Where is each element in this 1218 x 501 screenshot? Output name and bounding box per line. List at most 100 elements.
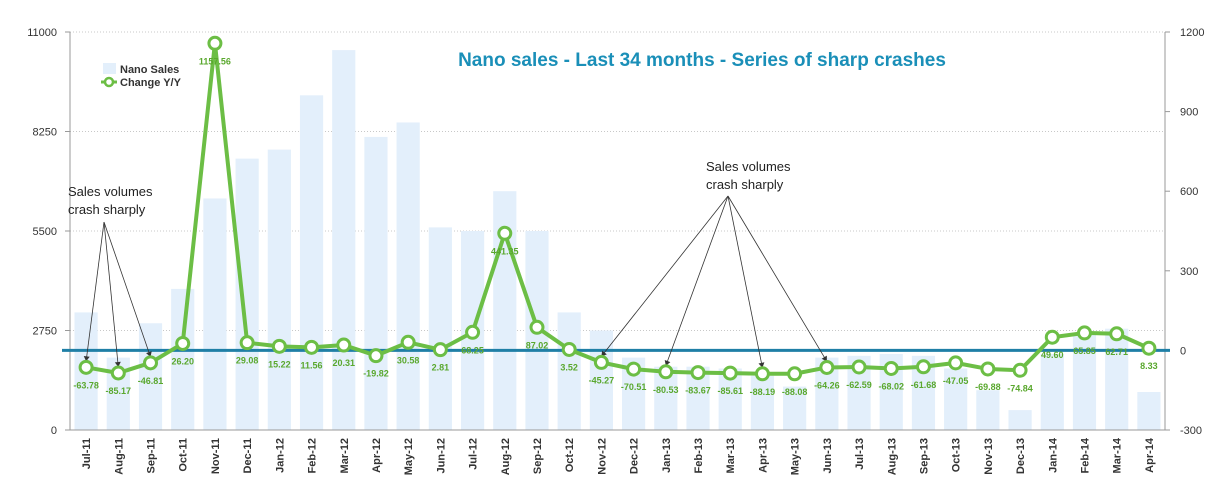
data-label-Jul-11: -63.78	[73, 380, 99, 390]
x-tick-label-Dec-12: Dec-12	[629, 438, 641, 474]
x-tick-label-Apr-13: Apr-13	[757, 438, 769, 473]
data-label-Feb-14: 65.85	[1073, 346, 1096, 356]
x-tick-label-Aug-12: Aug-12	[500, 438, 512, 475]
data-labels: -63.78 -85.17 -46.81 26.20 1157.56 29.08 15.22…	[73, 56, 1157, 397]
change-yy-point-May-13	[787, 366, 803, 382]
data-label-Apr-13: -88.19	[750, 387, 776, 397]
y-right-tick-label: 300	[1180, 266, 1198, 278]
data-label-Sep-12: 87.02	[526, 340, 549, 350]
x-tick-label-Jan-12: Jan-12	[274, 438, 286, 473]
change-yy-point-Aug-12	[497, 225, 513, 241]
change-yy-point-Jun-13	[819, 359, 835, 375]
annotation-pointer-Jan-13	[665, 195, 729, 366]
data-label-Jan-14: 49.60	[1041, 350, 1064, 360]
x-tick-label-May-13: May-13	[790, 438, 802, 475]
change-yy-point-Dec-11	[239, 335, 255, 351]
data-label-Oct-12: 3.52	[560, 362, 578, 372]
bar-Nov-11	[203, 198, 227, 430]
data-label-Sep-13: -61.68	[911, 380, 937, 390]
x-tick-label-Jul-11: Jul-11	[81, 438, 93, 469]
change-yy-point-Sep-11	[143, 355, 159, 371]
data-label-Jul-12: 68.25	[461, 345, 484, 355]
data-label-Aug-11: -85.17	[106, 386, 132, 396]
x-tick-label-Apr-14: Apr-14	[1144, 437, 1156, 473]
y-left-tick-label: 11000	[27, 27, 57, 39]
bar-Apr-14	[1137, 392, 1161, 430]
x-tick-label-Nov-11: Nov-11	[210, 438, 222, 474]
change-yy-point-Apr-13	[754, 366, 770, 382]
annotation-text-line: crash sharply	[68, 202, 146, 217]
annotation-text-line: Sales volumes	[68, 184, 153, 199]
x-tick-label-Aug-13: Aug-13	[886, 438, 898, 475]
bar-Mar-14	[1105, 328, 1129, 430]
bar-May-13	[783, 386, 807, 430]
annotation-pointer-Apr-13	[727, 195, 763, 368]
change-yy-point-Sep-12	[529, 319, 545, 335]
bar-Apr-13	[750, 375, 775, 430]
annotation-lines	[83, 195, 828, 368]
annotation-pointer-Nov-12	[601, 195, 729, 357]
x-tick-label-Nov-12: Nov-12	[596, 438, 608, 475]
legend-swatch-change-marker	[103, 76, 115, 88]
y-left-tick-label: 5500	[33, 226, 57, 238]
change-yy-point-Jan-13	[658, 364, 674, 380]
x-tick-label-Dec-13: Dec-13	[1015, 438, 1027, 474]
data-label-Dec-13: -74.84	[1007, 383, 1033, 393]
x-tick-label-Oct-13: Oct-13	[951, 438, 963, 472]
bar-Feb-12	[299, 95, 324, 431]
x-tick-label-Feb-13: Feb-13	[693, 438, 705, 473]
x-tick-label-Dec-11: Dec-11	[242, 438, 254, 473]
data-label-Nov-12: -45.27	[589, 375, 615, 385]
x-tick-label-Mar-14: Mar-14	[1112, 437, 1124, 473]
change-yy-point-Sep-13	[915, 359, 931, 375]
change-yy-point-Nov-11	[207, 35, 223, 51]
data-label-Sep-11: -46.81	[138, 376, 164, 386]
annotation-pointer-Aug-11	[103, 221, 119, 368]
x-tick-label-Feb-14: Feb-14	[1079, 437, 1091, 473]
data-label-May-12: 30.58	[397, 355, 420, 365]
change-yy-point-Mar-14	[1109, 326, 1125, 342]
x-tick-label-Oct-11: Oct-11	[178, 438, 190, 472]
x-tick-label-Jan-13: Jan-13	[661, 438, 673, 473]
data-label-Feb-12: 11.56	[301, 360, 323, 370]
x-tick-label-Jun-13: Jun-13	[822, 438, 834, 473]
change-yy-point-Apr-12	[368, 348, 384, 364]
data-label-Aug-13: -68.02	[878, 381, 904, 391]
data-label-Jan-13: -80.53	[653, 385, 679, 395]
x-tick-label-Mar-12: Mar-12	[339, 438, 351, 473]
annotation-arrowhead	[821, 355, 827, 362]
bar-Apr-12	[364, 136, 388, 430]
x-tick-label-Nov-13: Nov-13	[983, 438, 995, 475]
change-yy-point-Jan-14	[1044, 329, 1060, 345]
data-label-May-13: -88.08	[782, 387, 808, 397]
bar-Mar-12	[332, 50, 356, 430]
y-right-tick-label: 900	[1180, 107, 1198, 119]
x-tick-label-Jul-12: Jul-12	[468, 438, 480, 470]
bar-Mar-13	[718, 368, 742, 430]
change-yy-point-Apr-14	[1141, 340, 1157, 356]
annotation-pointer-Jun-13	[727, 195, 828, 362]
change-yy-point-Feb-13	[690, 365, 706, 381]
y-left-tick-label: 2750	[33, 326, 57, 338]
x-tick-label-Sep-11: Sep-11	[146, 438, 158, 473]
y-right-tick-label: 0	[1180, 345, 1186, 357]
change-line	[78, 35, 1157, 382]
annotation-text-line: crash sharply	[706, 177, 784, 192]
change-yy-point-Jul-12	[465, 324, 481, 340]
bar-Jul-13	[847, 355, 871, 430]
x-tick-label-Jul-13: Jul-13	[854, 438, 866, 470]
y-left-tick-label: 0	[51, 425, 57, 437]
bar-Jun-13	[815, 357, 839, 430]
bar-Jan-13	[654, 366, 678, 430]
data-label-Oct-13: -47.05	[943, 376, 969, 386]
legend-label-change-yy: Change Y/Y	[120, 77, 182, 89]
y-right-tick-label: 1200	[1180, 27, 1204, 39]
x-tick-label-Feb-12: Feb-12	[307, 438, 319, 473]
y-right-tick-label: 600	[1180, 186, 1198, 198]
bar-May-12	[396, 122, 420, 431]
chart-title: Nano sales - Last 34 months - Series of …	[458, 50, 946, 71]
annotation-pointer-Sep-11	[103, 221, 151, 357]
data-label-Nov-13: -69.88	[975, 382, 1001, 392]
data-label-Mar-12: 20.31	[332, 358, 355, 368]
